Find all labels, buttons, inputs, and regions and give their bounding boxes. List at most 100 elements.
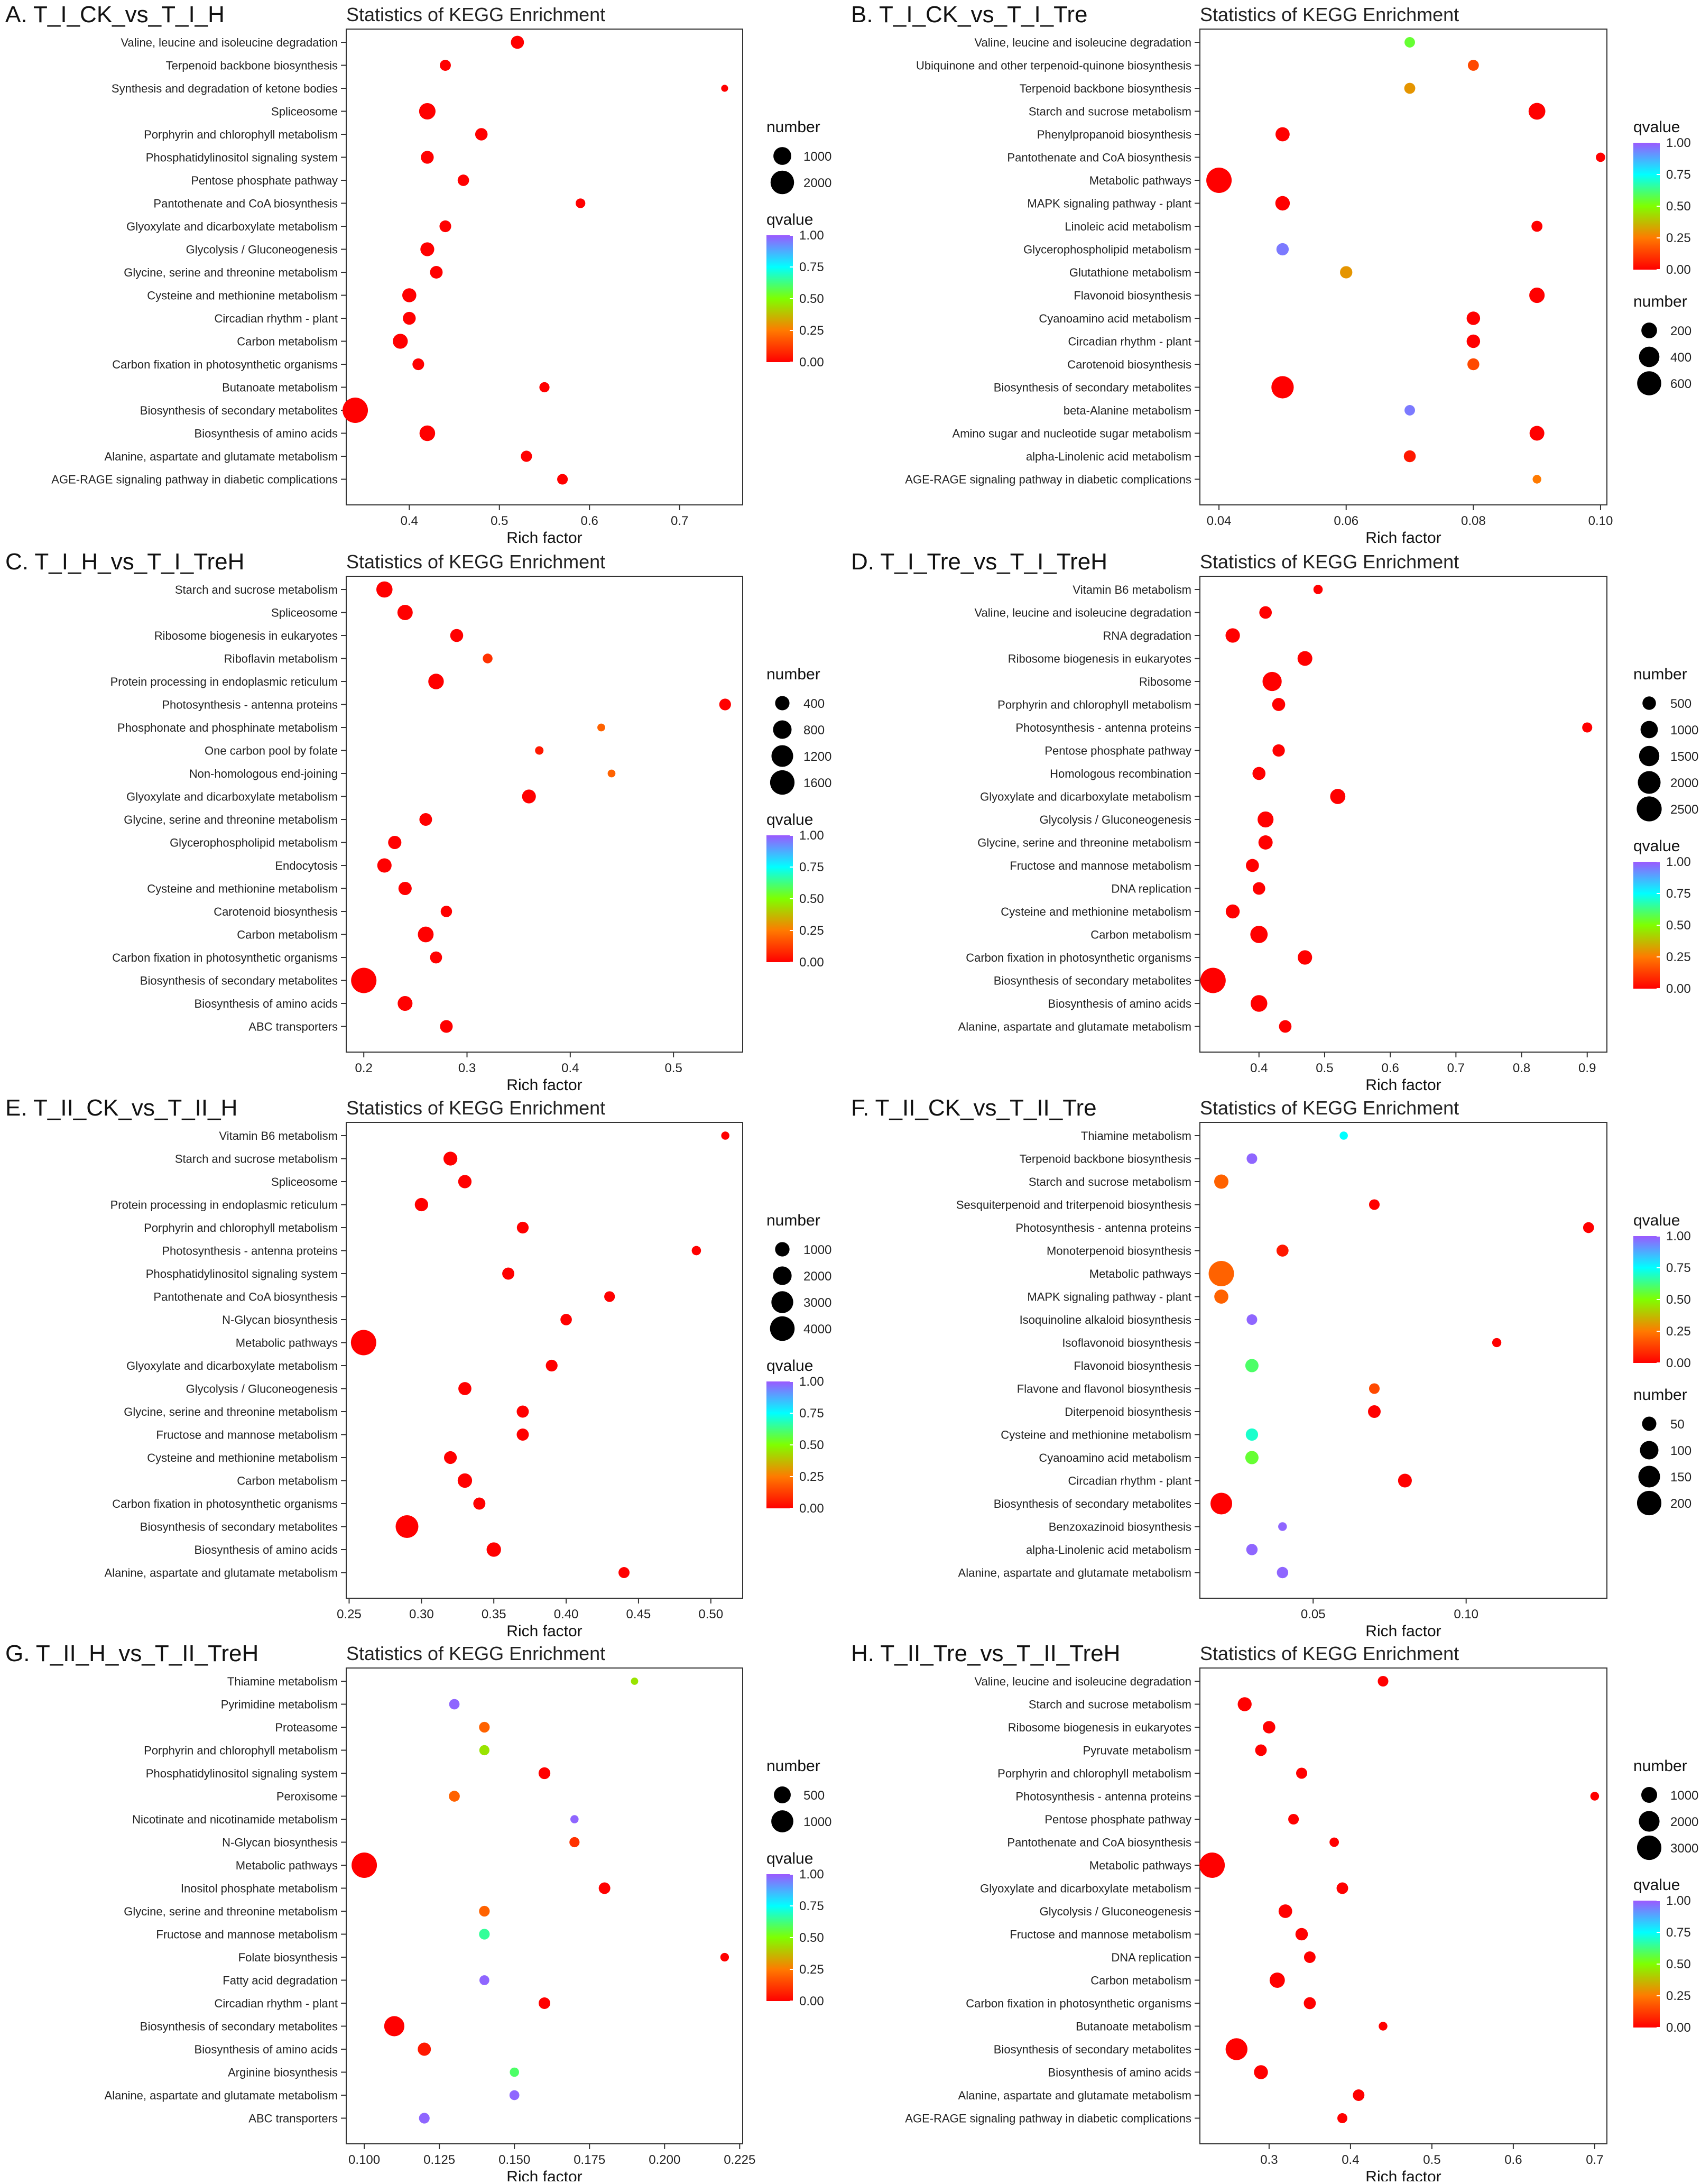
y-tick-label: Flavonoid biosynthesis bbox=[1074, 289, 1191, 302]
data-point bbox=[1246, 1314, 1258, 1325]
data-point bbox=[1340, 266, 1353, 279]
y-tick-label: Terpenoid backbone biosynthesis bbox=[1020, 82, 1191, 95]
data-point bbox=[1246, 859, 1259, 872]
y-tick-label: Glycine, serine and threonine metabolism bbox=[124, 1405, 338, 1418]
data-point bbox=[414, 1197, 428, 1212]
color-legend-label: 0.00 bbox=[1666, 982, 1691, 996]
y-tick-label: Carbon metabolism bbox=[1090, 928, 1191, 942]
y-tick-label: One carbon pool by folate bbox=[205, 744, 338, 758]
size-legend-dot bbox=[770, 770, 795, 795]
size-legend-dot bbox=[1641, 1786, 1658, 1803]
data-point bbox=[509, 2090, 520, 2100]
y-tick-label: Cysteine and methionine metabolism bbox=[1001, 1429, 1191, 1442]
data-point bbox=[1214, 1174, 1229, 1189]
data-point bbox=[1258, 811, 1274, 828]
y-tick-label: Starch and sucrose metabolism bbox=[1029, 1698, 1191, 1711]
color-legend-title: qvalue bbox=[766, 1850, 813, 1867]
data-point bbox=[1269, 1973, 1285, 1988]
y-tick-label: Metabolic pathways bbox=[236, 1337, 338, 1350]
y-tick-label: Porphyrin and chlorophyll metabolism bbox=[997, 1767, 1191, 1780]
data-point bbox=[502, 1267, 515, 1280]
y-tick-label: Fructose and mannose metabolism bbox=[156, 1928, 338, 1941]
y-tick-label: Glycerophospholipid metabolism bbox=[170, 836, 338, 850]
size-legend-title: number bbox=[766, 118, 820, 136]
data-point bbox=[1251, 995, 1268, 1012]
y-tick-label: Glutathione metabolism bbox=[1069, 266, 1191, 279]
data-point bbox=[1199, 1853, 1225, 1878]
y-tick-label: Photosynthesis - antenna proteins bbox=[1015, 721, 1191, 734]
data-point bbox=[570, 1815, 579, 1823]
y-tick-label: Ubiquinone and other terpenoid-quinone b… bbox=[916, 59, 1191, 72]
size-legend-dot bbox=[1639, 1811, 1660, 1832]
y-tick-label: DNA replication bbox=[1111, 882, 1191, 896]
size-legend-label: 1000 bbox=[803, 150, 831, 164]
data-point bbox=[1529, 287, 1545, 303]
size-legend-label: 1500 bbox=[1670, 750, 1698, 764]
y-tick-label: Ribosome bbox=[1139, 675, 1191, 688]
y-tick-label: Biosynthesis of amino acids bbox=[195, 427, 338, 440]
y-tick-label: Carbon metabolism bbox=[237, 335, 338, 348]
color-legend-label: 0.75 bbox=[799, 1899, 824, 1913]
y-tick-label: Isoflavonoid biosynthesis bbox=[1062, 1337, 1191, 1350]
y-tick-label: Glycolysis / Gluconeogenesis bbox=[186, 243, 338, 256]
data-point bbox=[1368, 1405, 1381, 1418]
data-point bbox=[691, 1246, 701, 1256]
data-point bbox=[721, 1131, 729, 1140]
color-legend-label: 0.00 bbox=[799, 955, 824, 970]
size-legend-label: 150 bbox=[1670, 1470, 1691, 1485]
chart-title: Statistics of KEGG Enrichment bbox=[1200, 1643, 1459, 1664]
y-tick-label: Valine, leucine and isoleucine degradati… bbox=[974, 36, 1191, 49]
y-tick-label: Glycine, serine and threonine metabolism bbox=[124, 266, 338, 279]
size-legend-label: 2000 bbox=[803, 176, 831, 190]
y-tick-label: Alanine, aspartate and glutamate metabol… bbox=[105, 450, 338, 463]
y-tick-label: Valine, leucine and isoleucine degradati… bbox=[974, 1675, 1191, 1688]
color-legend-label: 1.00 bbox=[799, 828, 824, 843]
y-tick-label: Linoleic acid metabolism bbox=[1065, 220, 1191, 233]
data-point bbox=[439, 220, 451, 233]
size-legend-dot bbox=[1640, 721, 1658, 739]
x-axis-label: Rich factor bbox=[1365, 2168, 1441, 2181]
data-point bbox=[397, 605, 413, 620]
data-point bbox=[458, 1175, 472, 1188]
y-tick-label: Carbon fixation in photosynthetic organi… bbox=[112, 1497, 338, 1510]
size-legend-label: 400 bbox=[1670, 351, 1691, 365]
y-tick-label: Non-homologous end-joining bbox=[189, 767, 338, 780]
y-tick-label: Glycolysis / Gluconeogenesis bbox=[1040, 1905, 1191, 1918]
size-legend-dot bbox=[1642, 1416, 1657, 1431]
y-tick-label: Metabolic pathways bbox=[236, 1859, 338, 1872]
color-legend-label: 0.50 bbox=[799, 292, 824, 306]
data-point bbox=[419, 425, 436, 441]
color-legend-label: 0.50 bbox=[1666, 199, 1691, 214]
panel-label: C. T_I_H_vs_T_I_TreH bbox=[5, 549, 244, 575]
y-tick-label: Flavonoid biosynthesis bbox=[1074, 1359, 1191, 1372]
y-tick-label: Inositol phosphate metabolism bbox=[181, 1882, 338, 1895]
chart-title: Statistics of KEGG Enrichment bbox=[346, 1097, 605, 1119]
color-legend-label: 0.00 bbox=[799, 1501, 824, 1516]
data-point bbox=[1272, 698, 1286, 711]
x-axis-label: Rich factor bbox=[1365, 1076, 1441, 1094]
y-tick-label: Protein processing in endoplasmic reticu… bbox=[110, 675, 338, 688]
size-legend-dot bbox=[773, 1266, 792, 1285]
kegg-panel: A. T_I_CK_vs_T_I_H Statistics of KEGG Enr… bbox=[5, 2, 831, 547]
data-point bbox=[1263, 1721, 1275, 1734]
data-point bbox=[1298, 950, 1312, 965]
data-point bbox=[721, 85, 728, 92]
data-point bbox=[1398, 1473, 1412, 1488]
data-point bbox=[479, 1929, 490, 1940]
x-tick-label: 0.10 bbox=[1454, 1607, 1478, 1621]
kegg-panel: C. T_I_H_vs_T_I_TreH Statistics of KEGG E… bbox=[5, 549, 831, 1094]
x-tick-label: 0.3 bbox=[1260, 2153, 1278, 2167]
y-tick-label: Phenylpropanoid biosynthesis bbox=[1037, 128, 1191, 141]
x-tick-label: 0.7 bbox=[1586, 2153, 1603, 2167]
data-point bbox=[560, 1314, 572, 1325]
y-tick-label: RNA degradation bbox=[1103, 629, 1191, 642]
data-point bbox=[1271, 376, 1294, 399]
data-point bbox=[440, 906, 452, 917]
size-legend-label: 2500 bbox=[1670, 803, 1698, 817]
y-tick-label: Pantothenate and CoA biosynthesis bbox=[153, 1291, 338, 1304]
y-tick-label: Carbon metabolism bbox=[237, 928, 338, 942]
y-tick-label: Glycerophospholipid metabolism bbox=[1023, 243, 1191, 256]
data-point bbox=[1296, 1767, 1308, 1779]
color-legend-label: 1.00 bbox=[1666, 1229, 1691, 1243]
data-point bbox=[1276, 1245, 1289, 1257]
